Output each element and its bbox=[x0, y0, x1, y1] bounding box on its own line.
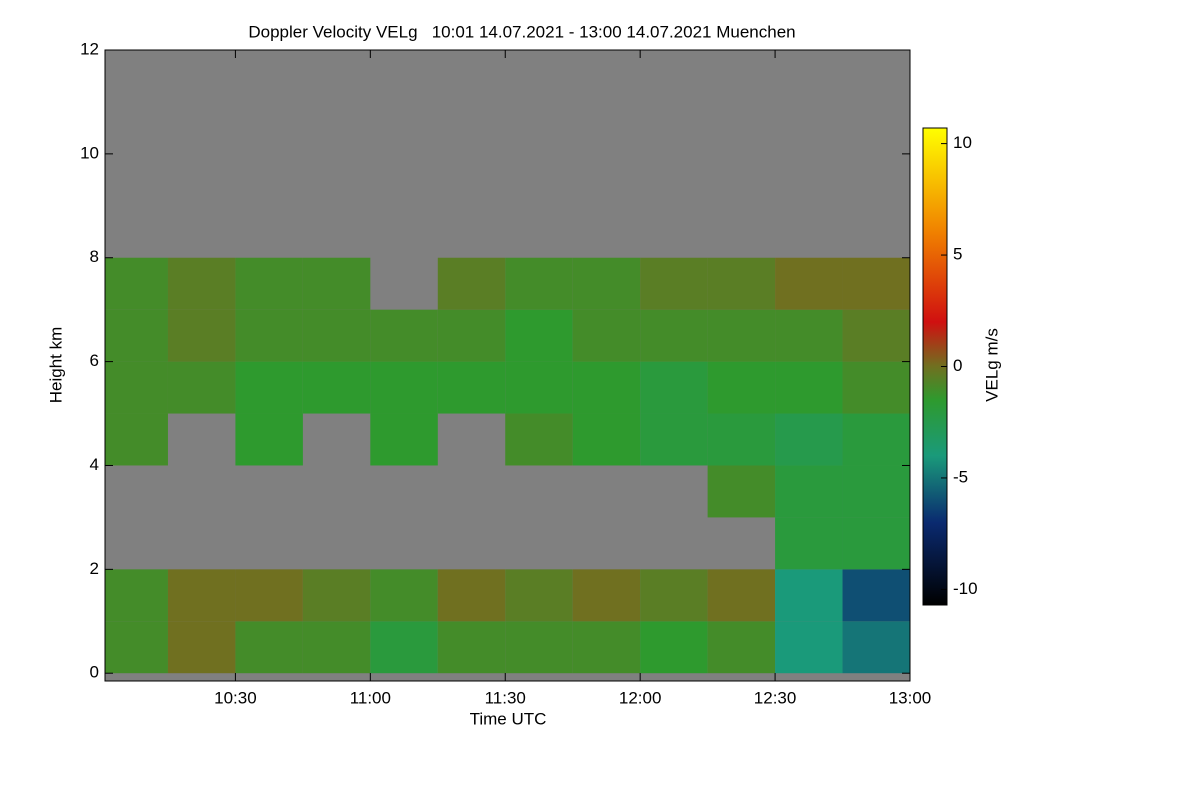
x-tick-label: 11:30 bbox=[485, 688, 526, 707]
heatmap-cell bbox=[572, 621, 641, 674]
heatmap-cell bbox=[505, 413, 573, 466]
heatmap-cell bbox=[707, 569, 776, 622]
heatmap-cell bbox=[302, 361, 371, 414]
plot-frame bbox=[104, 49, 911, 682]
heatmap-cell bbox=[707, 309, 776, 362]
heatmap-cell bbox=[105, 361, 168, 414]
heatmap-cell bbox=[640, 361, 708, 414]
colorbar-tick-label: 5 bbox=[953, 245, 962, 264]
heatmap-cell bbox=[572, 309, 641, 362]
y-tick-label: 12 bbox=[80, 39, 99, 58]
heatmap-cell bbox=[505, 309, 573, 362]
x-tick-label: 12:00 bbox=[619, 688, 662, 707]
heatmap-cell bbox=[775, 257, 843, 310]
heatmap-cell bbox=[437, 361, 506, 414]
heatmap-cell bbox=[235, 621, 303, 674]
colorbar-tick-label: -5 bbox=[953, 467, 968, 486]
heatmap-cell bbox=[302, 621, 371, 674]
heatmap-cell bbox=[105, 621, 168, 674]
heatmap-cell bbox=[167, 621, 236, 674]
y-tick-label: 6 bbox=[90, 351, 99, 370]
heatmap-cell bbox=[640, 257, 708, 310]
x-tick-label: 13:00 bbox=[889, 688, 932, 707]
heatmap-cell bbox=[235, 413, 303, 466]
heatmap-cell bbox=[167, 361, 236, 414]
heatmap-cell bbox=[235, 569, 303, 622]
x-tick-label: 10:30 bbox=[214, 688, 257, 707]
heatmap-cell bbox=[842, 465, 910, 518]
heatmap-cell bbox=[505, 361, 573, 414]
heatmap-cell bbox=[775, 361, 843, 414]
y-tick-label: 2 bbox=[90, 559, 99, 578]
heatmap-cell bbox=[572, 361, 641, 414]
heatmap-cell bbox=[437, 621, 506, 674]
heatmap-cell bbox=[842, 257, 910, 310]
heatmap-cell bbox=[370, 569, 438, 622]
y-tick-label: 10 bbox=[80, 143, 99, 162]
heatmap-cell bbox=[640, 569, 708, 622]
heatmap-cell bbox=[640, 309, 708, 362]
heatmap-cell bbox=[572, 257, 641, 310]
y-axis-label: Height km bbox=[46, 327, 65, 404]
x-axis-label: Time UTC bbox=[470, 709, 547, 728]
heatmap-cell bbox=[235, 257, 303, 310]
heatmap-cell bbox=[505, 257, 573, 310]
heatmap-cell bbox=[842, 361, 910, 414]
heatmap-cell bbox=[370, 413, 438, 466]
heatmap-cell bbox=[437, 257, 506, 310]
heatmap-cell bbox=[775, 413, 843, 466]
heatmap-cell bbox=[842, 569, 910, 622]
heatmap-cell bbox=[775, 569, 843, 622]
heatmap-cell bbox=[842, 517, 910, 570]
y-tick-label: 8 bbox=[90, 247, 99, 266]
heatmap-cell bbox=[775, 517, 843, 570]
heatmap-cell bbox=[775, 309, 843, 362]
heatmap-cell bbox=[572, 413, 641, 466]
heatmap-cell bbox=[302, 257, 371, 310]
heatmap-cell bbox=[775, 465, 843, 518]
colorbar-tick-label: 10 bbox=[953, 133, 972, 152]
heatmap-cell bbox=[707, 465, 776, 518]
heatmap-cell bbox=[105, 257, 168, 310]
heatmap-cell bbox=[105, 413, 168, 466]
heatmap-cell bbox=[842, 621, 910, 674]
heatmap-cell bbox=[167, 569, 236, 622]
heatmap-cell bbox=[302, 569, 371, 622]
heatmap-cell bbox=[505, 569, 573, 622]
heatmap-cell bbox=[370, 361, 438, 414]
heatmap-cell bbox=[167, 257, 236, 310]
heatmap-cell bbox=[437, 309, 506, 362]
heatmap-cell bbox=[707, 413, 776, 466]
heatmap-cell bbox=[842, 413, 910, 466]
colorbar-tick-label: 0 bbox=[953, 356, 962, 375]
heatmap-cell bbox=[167, 309, 236, 362]
heatmap-cell bbox=[775, 621, 843, 674]
heatmap-cell bbox=[105, 309, 168, 362]
heatmap-cell bbox=[235, 309, 303, 362]
y-tick-label: 0 bbox=[90, 663, 99, 682]
chart-title: Doppler Velocity VELg 10:01 14.07.2021 -… bbox=[248, 22, 795, 41]
heatmap-cell bbox=[572, 569, 641, 622]
heatmap-cell bbox=[302, 309, 371, 362]
heatmap-cell bbox=[842, 309, 910, 362]
heatmap-cell bbox=[105, 569, 168, 622]
x-tick-label: 11:00 bbox=[350, 688, 391, 707]
colorbar-tick-label: -10 bbox=[953, 579, 978, 598]
heatmap-cell bbox=[640, 621, 708, 674]
heatmap-cell bbox=[505, 621, 573, 674]
heatmap-cell bbox=[370, 309, 438, 362]
heatmap-cell bbox=[437, 569, 506, 622]
y-tick-label: 4 bbox=[90, 455, 99, 474]
x-tick-label: 12:30 bbox=[754, 688, 797, 707]
heatmap-cell bbox=[235, 361, 303, 414]
colorbar-label: VELg m/s bbox=[982, 328, 1001, 402]
heatmap-cell bbox=[707, 257, 776, 310]
heatmap-cell bbox=[707, 621, 776, 674]
heatmap-cell bbox=[707, 361, 776, 414]
heatmap-cell bbox=[370, 621, 438, 674]
heatmap-cell bbox=[640, 413, 708, 466]
